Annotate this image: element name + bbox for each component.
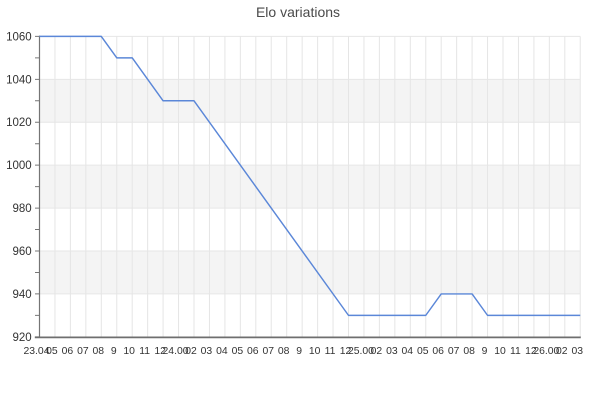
svg-text:07: 07 — [448, 346, 460, 357]
svg-text:08: 08 — [278, 346, 290, 357]
svg-text:1040: 1040 — [6, 74, 32, 86]
svg-text:11: 11 — [510, 346, 521, 357]
svg-text:1000: 1000 — [6, 160, 32, 172]
svg-text:26.00: 26.00 — [533, 346, 559, 357]
svg-text:9: 9 — [296, 346, 302, 357]
svg-text:25.00: 25.00 — [348, 346, 374, 357]
svg-text:02: 02 — [185, 346, 197, 357]
svg-text:1020: 1020 — [6, 117, 32, 129]
svg-text:08: 08 — [463, 346, 475, 357]
svg-text:9: 9 — [111, 346, 117, 357]
svg-text:10: 10 — [123, 346, 135, 357]
svg-text:10: 10 — [494, 346, 506, 357]
svg-text:12: 12 — [525, 346, 537, 357]
svg-text:9: 9 — [482, 346, 488, 357]
svg-text:04: 04 — [402, 346, 414, 357]
svg-text:12: 12 — [340, 346, 352, 357]
svg-text:03: 03 — [571, 346, 583, 357]
svg-text:Elo variations: Elo variations — [256, 4, 340, 20]
svg-text:920: 920 — [13, 332, 32, 344]
svg-text:02: 02 — [371, 346, 383, 357]
svg-text:06: 06 — [62, 346, 74, 357]
svg-text:24.00: 24.00 — [163, 346, 189, 357]
svg-text:940: 940 — [13, 289, 32, 301]
svg-text:11: 11 — [325, 346, 336, 357]
svg-text:06: 06 — [247, 346, 259, 357]
svg-text:04: 04 — [216, 346, 228, 357]
svg-text:02: 02 — [556, 346, 568, 357]
svg-text:05: 05 — [46, 346, 58, 357]
svg-text:07: 07 — [262, 346, 274, 357]
svg-text:23.04: 23.04 — [23, 346, 49, 357]
svg-text:07: 07 — [77, 346, 89, 357]
svg-text:1060: 1060 — [6, 31, 32, 43]
svg-text:03: 03 — [201, 346, 213, 357]
svg-text:05: 05 — [232, 346, 244, 357]
svg-text:05: 05 — [417, 346, 429, 357]
svg-text:980: 980 — [13, 203, 32, 215]
svg-text:03: 03 — [386, 346, 398, 357]
svg-text:12: 12 — [154, 346, 166, 357]
svg-text:960: 960 — [13, 246, 32, 258]
svg-text:06: 06 — [432, 346, 444, 357]
svg-text:08: 08 — [93, 346, 105, 357]
svg-text:10: 10 — [309, 346, 321, 357]
svg-text:11: 11 — [139, 346, 150, 357]
